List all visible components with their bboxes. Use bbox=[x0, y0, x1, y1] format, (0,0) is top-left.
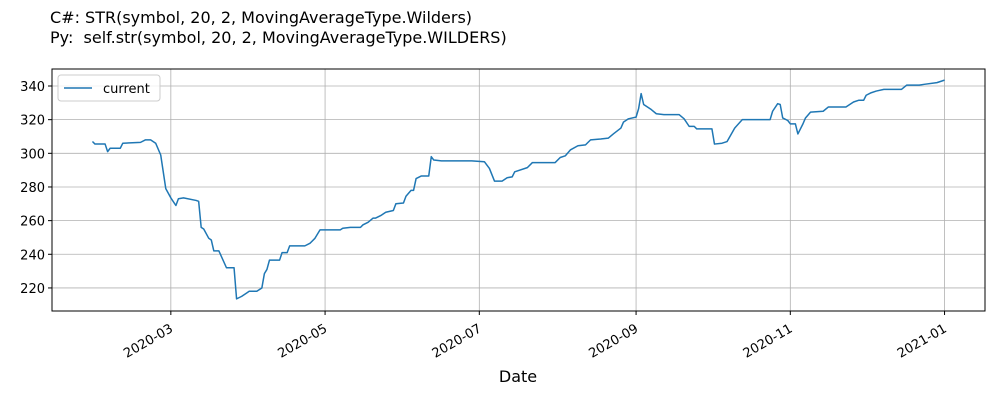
legend-label: current bbox=[103, 82, 150, 97]
legend-box bbox=[57, 74, 161, 102]
x-tick-label: 2021-01 bbox=[895, 321, 950, 361]
y-tick-label: 280 bbox=[20, 181, 45, 196]
y-tick-label: 220 bbox=[20, 282, 45, 297]
x-tick-label: 2020-05 bbox=[276, 321, 331, 361]
x-tick-label: 2020-09 bbox=[587, 321, 642, 361]
y-tick-label: 340 bbox=[20, 80, 45, 95]
x-tick-label: 2020-07 bbox=[430, 321, 485, 361]
line-series bbox=[91, 79, 945, 300]
x-tick-label: 2020-03 bbox=[121, 321, 176, 361]
chart-title: C#: STR(symbol, 20, 2, MovingAverageType… bbox=[50, 8, 472, 27]
y-tick-label: 320 bbox=[20, 114, 45, 129]
x-axis-label: Date bbox=[499, 367, 537, 386]
legend: current bbox=[57, 74, 161, 102]
y-tick-label: 260 bbox=[20, 215, 45, 230]
x-tick-label: 2020-11 bbox=[741, 321, 796, 361]
chart-title: Py: self.str(symbol, 20, 2, MovingAverag… bbox=[50, 28, 507, 47]
y-tick-label: 300 bbox=[20, 147, 45, 162]
y-tick-label: 240 bbox=[20, 248, 45, 263]
axes-frame bbox=[51, 68, 986, 312]
